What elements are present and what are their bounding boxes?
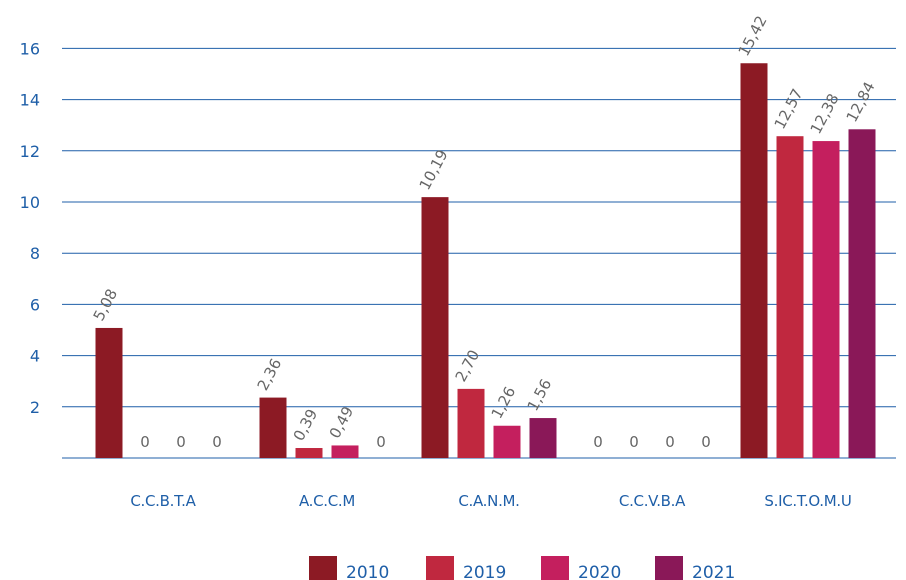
data-label: 0	[629, 433, 639, 451]
data-label: 12,38	[807, 91, 843, 137]
data-label: 12,84	[843, 79, 879, 125]
data-label: 0	[140, 433, 150, 451]
bar-2019	[457, 388, 485, 458]
category-label: S.IC.T.O.M.U	[764, 492, 851, 510]
data-label: 2,70	[452, 347, 484, 385]
data-label: 0,49	[326, 403, 358, 441]
bar-2019	[295, 448, 323, 458]
y-tick-label: 16	[20, 39, 40, 58]
bar-2021	[848, 129, 876, 458]
bar-2021	[529, 418, 557, 458]
data-label: 10,19	[416, 147, 452, 193]
legend-label: 2021	[692, 563, 735, 580]
data-label: 0	[665, 433, 675, 451]
y-tick-label: 2	[30, 398, 40, 417]
data-label: 2,36	[254, 356, 286, 394]
data-label: 1,56	[524, 376, 556, 414]
data-label: 0	[593, 433, 603, 451]
bar-2020	[493, 425, 521, 458]
y-tick-label: 10	[20, 193, 40, 212]
bar-2010	[421, 197, 449, 459]
category-label: C.C.V.B.A	[619, 492, 686, 510]
legend-swatch-2010	[309, 556, 337, 580]
legend-label: 2020	[578, 563, 621, 580]
category-label: A.C.C.M	[299, 492, 355, 510]
category-label: C.C.B.T.A	[130, 492, 196, 510]
legend-swatch-2019	[426, 556, 454, 580]
bar-2020	[331, 445, 359, 458]
bar-2020	[812, 141, 840, 458]
bar-2010	[259, 397, 287, 458]
y-tick-label: 14	[20, 91, 40, 110]
y-tick-label: 4	[30, 347, 40, 366]
y-tick-label: 12	[20, 142, 40, 161]
bar-2010	[740, 63, 768, 459]
legend-label: 2019	[463, 563, 506, 580]
bar-2010	[95, 327, 123, 458]
data-label: 15,42	[735, 13, 771, 59]
bar-2019	[776, 136, 804, 458]
data-label: 1,26	[488, 384, 520, 422]
data-label: 0	[701, 433, 711, 451]
category-label: C.A.N.M.	[458, 492, 519, 510]
data-label: 0	[176, 433, 186, 451]
data-label: 0	[376, 433, 386, 451]
legend-swatch-2020	[541, 556, 569, 580]
data-label: 0,39	[290, 406, 322, 444]
data-label: 0	[212, 433, 222, 451]
y-tick-label: 8	[30, 244, 40, 263]
legend-swatch-2021	[655, 556, 683, 580]
data-label: 12,57	[771, 86, 807, 132]
y-tick-label: 6	[30, 295, 40, 314]
legend-label: 2010	[346, 563, 389, 580]
